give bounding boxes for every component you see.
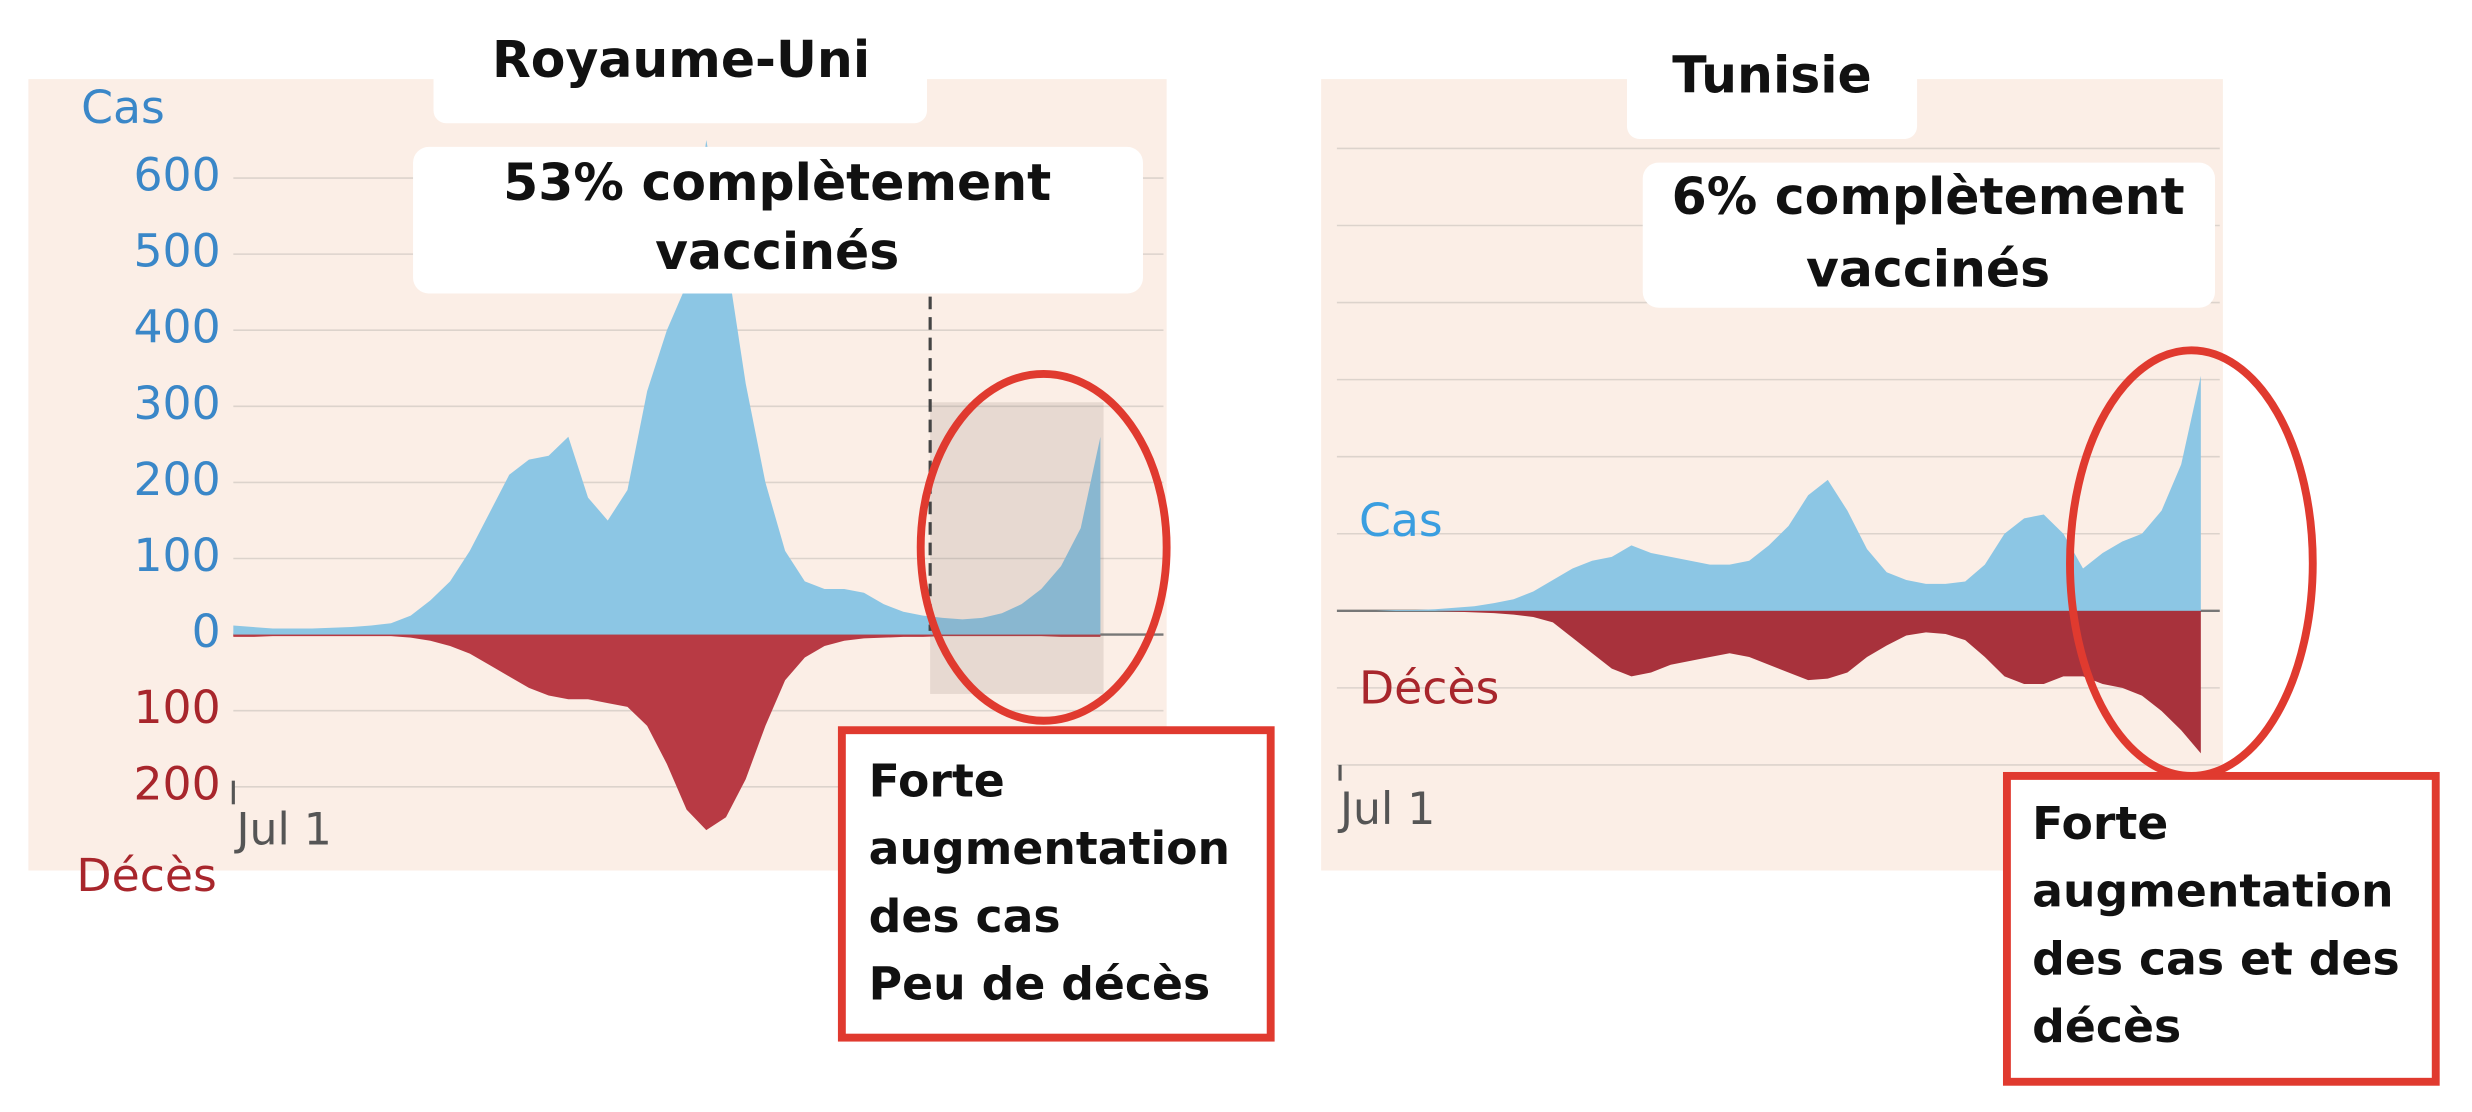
y-tick-label: 200 xyxy=(133,757,220,810)
y-tick-label: 0 xyxy=(192,605,221,658)
area xyxy=(1336,375,2201,611)
x-tick-label: Jul 1 xyxy=(233,805,331,856)
chart-tunisia: Tunisie 6% complètement vaccinés Cas Décès Ju… xyxy=(1336,16,2440,1086)
y-tick-label: 100 xyxy=(133,681,220,734)
area xyxy=(233,634,1101,831)
subtitle: vaccinés xyxy=(1806,240,2050,299)
chart-title: Tunisie xyxy=(1672,46,1871,105)
callout-text: des cas et des xyxy=(2032,932,2400,985)
legend-label: Décès xyxy=(1359,661,1499,714)
highlight-region xyxy=(930,402,1104,694)
y-tick-label: 300 xyxy=(133,377,220,430)
y-tick-label: 400 xyxy=(133,301,220,354)
area xyxy=(1336,610,2201,754)
callout-box xyxy=(2002,771,2440,1086)
y-tick-label: 200 xyxy=(133,453,220,506)
legend-label: Décès xyxy=(76,849,216,902)
callout-text: décès xyxy=(2032,1000,2181,1053)
callout-text: des cas xyxy=(869,890,1061,943)
callout-text: Forte xyxy=(869,754,1005,807)
legend-label: Cas xyxy=(1359,494,1443,547)
highlight-ellipse xyxy=(916,369,1171,725)
subtitle: 53% complètement xyxy=(503,153,1051,212)
area xyxy=(233,139,1101,635)
subtitle-box xyxy=(413,146,1143,294)
y-tick-label: 100 xyxy=(133,529,220,582)
legend-label: Cas xyxy=(81,81,165,134)
title-box xyxy=(1626,16,1918,140)
x-tick-label: Jul 1 xyxy=(1337,784,1435,835)
callout-text: Forte xyxy=(2032,797,2168,850)
callout-text: Peu de décès xyxy=(869,958,1211,1011)
callout-text: augmentation xyxy=(2032,865,2393,918)
subtitle: 6% complètement xyxy=(1672,167,2185,226)
y-tick-label: 600 xyxy=(133,149,220,202)
title-box xyxy=(433,16,927,124)
callout-box xyxy=(837,726,1275,1042)
y-tick-label: 500 xyxy=(133,225,220,278)
subtitle-box xyxy=(1642,162,2216,308)
chart-uk: 600 500 400 300 200 100 0 100 200 Royaume-Uni 53% … xyxy=(76,16,1275,1042)
callout-text: augmentation xyxy=(869,822,1230,875)
subtitle: vaccinés xyxy=(655,222,899,281)
chart-title: Royaume-Uni xyxy=(492,30,870,89)
